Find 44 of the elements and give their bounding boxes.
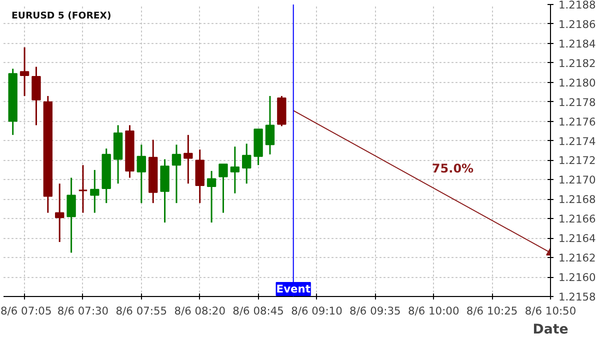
y-tick-label: 1.2180	[558, 76, 596, 90]
candlestick	[242, 142, 252, 184]
y-tick-label: 1.2166	[558, 212, 596, 226]
candlestick	[66, 177, 76, 254]
annotation: 75.0%	[432, 162, 474, 176]
x-tick-label: 8/6 10:50	[524, 304, 576, 318]
y-tick-label: 1.2182	[558, 56, 596, 70]
x-tick-label: 8/6 07:30	[57, 304, 109, 318]
y-tick-label: 1.2158	[558, 290, 596, 304]
candlestick	[55, 182, 64, 243]
y-tick-label: 1.2178	[558, 96, 596, 109]
x-tick-label: 8/6 07:55	[116, 304, 168, 318]
y-tick-label: 1.2168	[558, 193, 596, 206]
x-tick-label: 8/6 08:45	[232, 304, 284, 318]
candlestick	[20, 46, 30, 97]
y-tick-label: 1.2186	[558, 18, 596, 31]
ref-line-label: Event	[276, 282, 310, 296]
x-tick-label: 8/6 09:35	[350, 304, 401, 318]
y-tick-label: 1.2172	[558, 154, 596, 168]
x-tick-label: 8/6 07:05	[0, 304, 52, 318]
y-tick-label: 1.2164	[558, 232, 596, 246]
x-tick-label: 8/6 08:20	[174, 304, 226, 318]
candlestick	[265, 95, 275, 156]
candlestick	[206, 170, 216, 224]
candlestick	[172, 144, 182, 204]
candlestick	[230, 146, 240, 194]
x-tick-label: 8/6 09:10	[291, 304, 343, 318]
candlestick	[218, 163, 228, 214]
candlestick	[136, 144, 146, 204]
y-tick-label: 1.2160	[558, 271, 596, 284]
y-tick-label: 1.2170	[558, 174, 596, 187]
candlestick	[78, 164, 88, 214]
y-tick-label: 1.2184	[558, 37, 596, 50]
candlestick	[90, 169, 100, 214]
candlestick	[32, 66, 41, 126]
y-tick-label: 1.2188	[558, 0, 596, 12]
x-axis-title: Date	[532, 322, 568, 338]
y-tick-label: 1.2174	[558, 134, 596, 148]
y-tick-label: 1.2162	[558, 252, 596, 265]
x-tick-label: 8/6 10:25	[466, 304, 518, 318]
text: EURUSD 5 (FOREX)	[12, 10, 112, 22]
y-tick-label: 1.2176	[558, 115, 596, 128]
candlestick	[184, 134, 193, 184]
x-tick-label: 8/6 10:00	[408, 304, 460, 318]
